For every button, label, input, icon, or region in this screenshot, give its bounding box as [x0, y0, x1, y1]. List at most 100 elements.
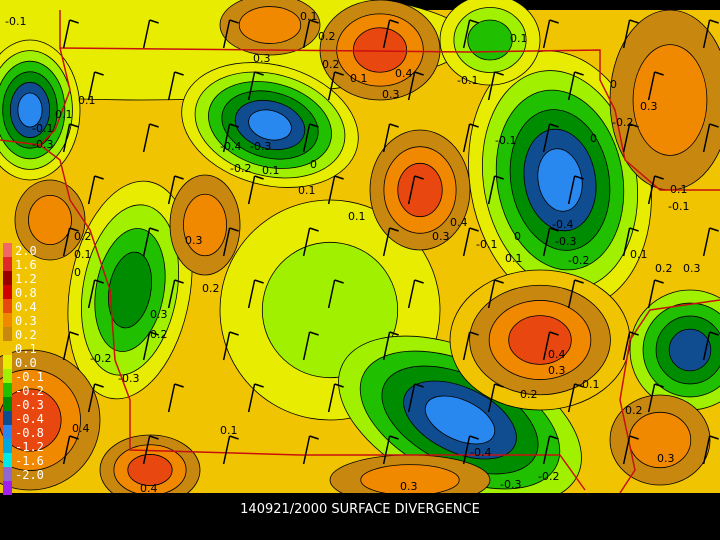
contour-region: [183, 193, 227, 257]
contour-label: 0.1: [298, 184, 316, 197]
contour-label: 0.4: [548, 348, 566, 361]
contour-label: 0.1: [55, 108, 73, 121]
wind-barb: [407, 71, 424, 101]
contour-label: -0.3: [555, 235, 576, 248]
legend-swatch: [3, 383, 12, 397]
wind-barb: [622, 435, 639, 465]
contour-label: -0.1: [476, 238, 497, 251]
legend-label: 0.0: [15, 356, 37, 370]
contour-label: -0.3: [250, 140, 271, 153]
wind-barb: [407, 383, 424, 413]
contour-label: -0.3: [500, 478, 521, 491]
wind-barb: [247, 71, 264, 101]
wind-barb: [542, 19, 559, 49]
wind-barb: [142, 435, 159, 465]
contour-label: -0.2: [538, 470, 559, 483]
wind-barb: [87, 279, 104, 309]
wind-barb: [622, 19, 639, 49]
wind-barb: [382, 227, 399, 257]
wind-barb: [167, 279, 184, 309]
contour-region: [17, 92, 43, 128]
legend-swatch: [3, 271, 12, 285]
contour-label: 0.3: [185, 234, 203, 247]
contour-region: [238, 6, 302, 44]
wind-barb: [407, 279, 424, 309]
contour-region: [508, 315, 572, 365]
wind-barb: [222, 123, 239, 153]
map-title: 140921/2000 SURFACE DIVERGENCE: [240, 502, 480, 517]
legend-swatch: [3, 481, 12, 495]
wind-barb: [87, 71, 104, 101]
wind-barb: [167, 71, 184, 101]
wind-barb: [487, 71, 504, 101]
contour-label: -0.4: [470, 446, 491, 459]
legend-label: 0.2: [15, 328, 37, 342]
wind-barb: [702, 435, 719, 465]
wind-barb: [327, 383, 344, 413]
legend-label: 0.1: [15, 342, 37, 356]
legend-swatch: [3, 355, 12, 369]
legend-label: 2.0: [15, 244, 37, 258]
contour-label: 0.3: [432, 230, 450, 243]
legend-label: 0.8: [15, 286, 37, 300]
contour-label: 0.2: [318, 30, 336, 43]
contour-label: 0.3: [400, 480, 418, 493]
contour-label: 0.3: [548, 364, 566, 377]
wind-barb: [327, 71, 344, 101]
legend-label: -0.2: [15, 384, 44, 398]
wind-barb: [382, 435, 399, 465]
wind-barb: [382, 123, 399, 153]
wind-barb: [247, 279, 264, 309]
wind-barb: [302, 19, 319, 49]
legend-swatch: [3, 453, 12, 467]
contour-label: 0: [74, 266, 81, 279]
contour-label: 0.1: [350, 72, 368, 85]
contour-label: 0.1: [300, 10, 318, 23]
contour-label: 0: [310, 158, 317, 171]
wind-barb: [702, 123, 719, 153]
contour-region: [352, 27, 408, 73]
legend-swatch: [3, 397, 12, 411]
contour-label: 0.3: [382, 88, 400, 101]
contour-label: 0.1: [348, 210, 366, 223]
contour-label: 0.3: [640, 100, 658, 113]
contour-label: 0: [610, 78, 617, 91]
wind-barb: [62, 435, 79, 465]
wind-barb: [567, 279, 584, 309]
contour-region: [668, 328, 712, 372]
wind-barb: [622, 227, 639, 257]
wind-barb: [487, 175, 504, 205]
contour-region: [28, 194, 72, 246]
contour-label: -0.1: [457, 74, 478, 87]
contour-label: -0.4: [220, 140, 241, 153]
contour-region: [467, 19, 513, 61]
wind-barb: [462, 19, 479, 49]
legend-swatch: [3, 467, 12, 481]
wind-barb: [647, 71, 664, 101]
contour-label: 0.1: [670, 183, 688, 196]
state-borders: [0, 10, 720, 494]
wind-barb: [622, 331, 639, 361]
wind-barbs: [62, 19, 719, 465]
contour-region: [0, 388, 62, 452]
wind-barb: [327, 175, 344, 205]
contour-label: 0.1: [505, 252, 523, 265]
legend-label: -0.4: [15, 412, 44, 426]
wind-barb: [222, 331, 239, 361]
contour-region: [248, 109, 292, 141]
wind-barb: [302, 227, 319, 257]
legend-swatch: [3, 257, 12, 271]
wind-barb: [702, 227, 719, 257]
wind-barb: [647, 175, 664, 205]
footer-bar: [0, 493, 720, 540]
contour-label: 0.4: [395, 67, 413, 80]
contour-label: -0.3: [32, 138, 53, 151]
contour-label: 0.3: [150, 308, 168, 321]
legend-label: -0.1: [15, 370, 44, 384]
wind-barb: [407, 175, 424, 205]
legend-swatch: [3, 341, 12, 355]
contour-label: 0.2: [150, 328, 168, 341]
wind-barb: [542, 435, 559, 465]
contour-region: [397, 162, 443, 218]
contour-label: 0.2: [74, 230, 92, 243]
